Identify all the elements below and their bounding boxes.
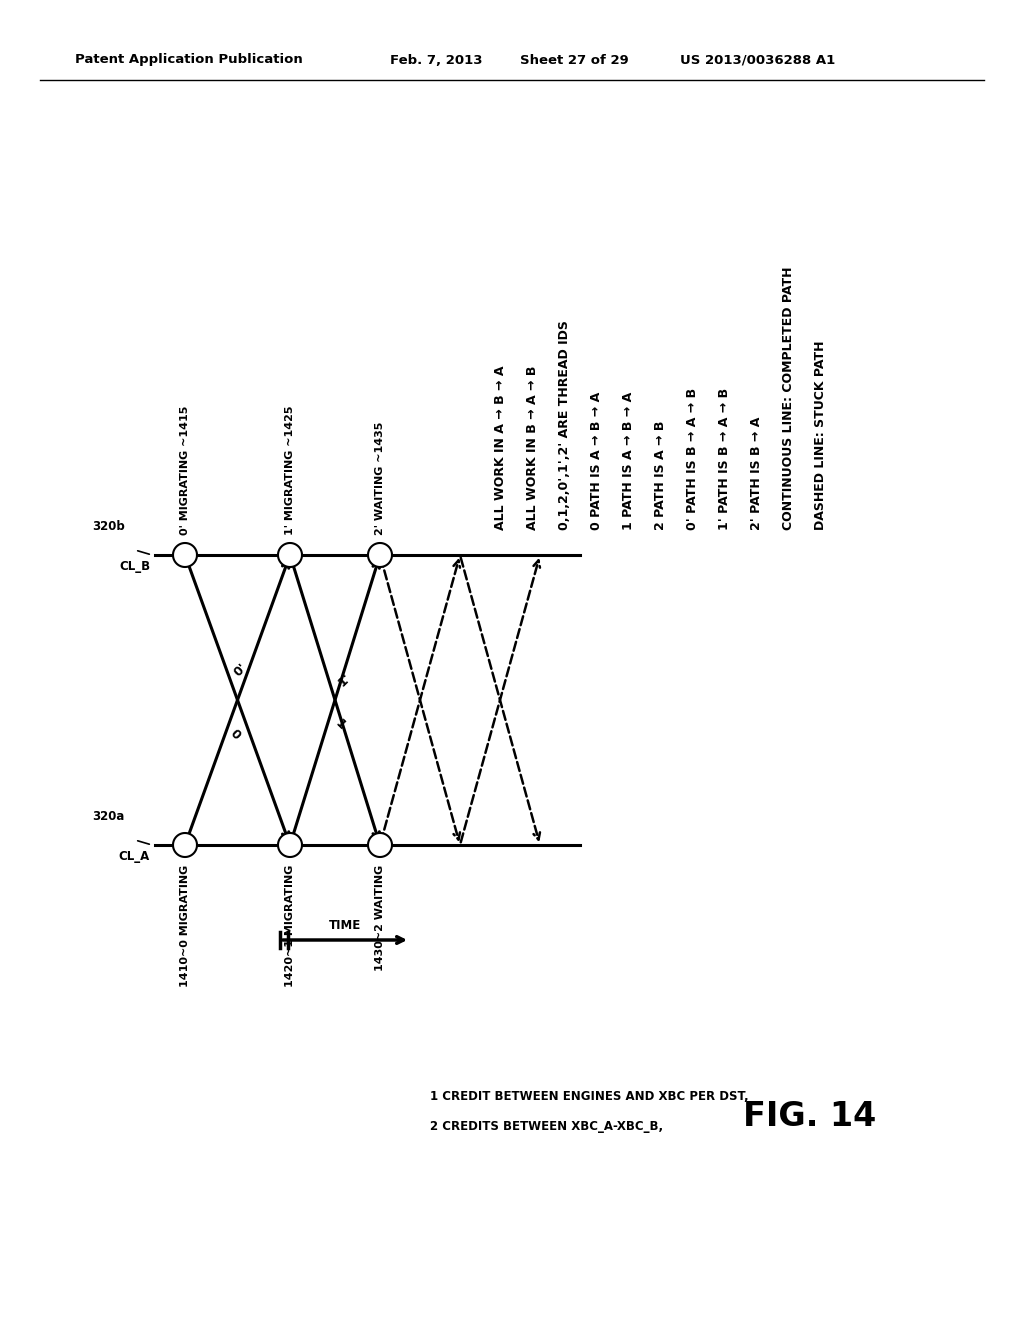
Text: ALL WORK IN B → A → B: ALL WORK IN B → A → B bbox=[525, 366, 539, 531]
Text: 1' MIGRATING ~1425: 1' MIGRATING ~1425 bbox=[285, 405, 295, 535]
Text: US 2013/0036288 A1: US 2013/0036288 A1 bbox=[680, 54, 836, 66]
Text: 2 CREDITS BETWEEN XBC_A-XBC_B,: 2 CREDITS BETWEEN XBC_A-XBC_B, bbox=[430, 1119, 664, 1133]
Text: TIME: TIME bbox=[329, 919, 361, 932]
Polygon shape bbox=[173, 833, 197, 857]
Text: 0: 0 bbox=[227, 727, 243, 743]
Text: 0' MIGRATING ~1415: 0' MIGRATING ~1415 bbox=[180, 405, 190, 535]
Text: 1430~2 WAITING: 1430~2 WAITING bbox=[375, 865, 385, 972]
Text: 0' PATH IS B → A → B: 0' PATH IS B → A → B bbox=[685, 388, 698, 531]
Polygon shape bbox=[173, 543, 197, 568]
Text: 0 PATH IS A → B → A: 0 PATH IS A → B → A bbox=[590, 392, 602, 531]
Text: CONTINUOUS LINE: COMPLETED PATH: CONTINUOUS LINE: COMPLETED PATH bbox=[781, 267, 795, 531]
Text: 2' PATH IS B → A: 2' PATH IS B → A bbox=[750, 417, 763, 531]
Polygon shape bbox=[368, 833, 392, 857]
Text: CL_B: CL_B bbox=[119, 560, 150, 573]
Text: ALL WORK IN A → B → A: ALL WORK IN A → B → A bbox=[494, 366, 507, 531]
Text: FIG. 14: FIG. 14 bbox=[743, 1100, 877, 1133]
Text: Feb. 7, 2013: Feb. 7, 2013 bbox=[390, 54, 482, 66]
Text: CL_A: CL_A bbox=[119, 850, 150, 863]
Text: 1' PATH IS B → A → B: 1' PATH IS B → A → B bbox=[718, 388, 730, 531]
Text: 1 PATH IS A → B → A: 1 PATH IS A → B → A bbox=[622, 392, 635, 531]
Text: DASHED LINE: STUCK PATH: DASHED LINE: STUCK PATH bbox=[813, 341, 826, 531]
Text: 2 PATH IS A → B: 2 PATH IS A → B bbox=[653, 421, 667, 531]
Text: 1: 1 bbox=[333, 717, 348, 733]
Text: 2' WAITING ~1435: 2' WAITING ~1435 bbox=[375, 421, 385, 535]
Text: Patent Application Publication: Patent Application Publication bbox=[75, 54, 303, 66]
Polygon shape bbox=[368, 543, 392, 568]
Text: 320a: 320a bbox=[92, 810, 125, 822]
Text: Sheet 27 of 29: Sheet 27 of 29 bbox=[520, 54, 629, 66]
Polygon shape bbox=[278, 833, 302, 857]
Text: 0,1,2,0',1',2' ARE THREAD IDS: 0,1,2,0',1',2' ARE THREAD IDS bbox=[557, 321, 570, 531]
Text: 0': 0' bbox=[230, 661, 249, 678]
Text: 1410~0 MIGRATING: 1410~0 MIGRATING bbox=[180, 865, 190, 987]
Text: 1': 1' bbox=[336, 671, 354, 689]
Polygon shape bbox=[278, 543, 302, 568]
Text: 320b: 320b bbox=[92, 520, 125, 533]
Text: 1420~1 MIGRATING: 1420~1 MIGRATING bbox=[285, 865, 295, 987]
Text: 1 CREDIT BETWEEN ENGINES AND XBC PER DST,: 1 CREDIT BETWEEN ENGINES AND XBC PER DST… bbox=[430, 1090, 749, 1104]
